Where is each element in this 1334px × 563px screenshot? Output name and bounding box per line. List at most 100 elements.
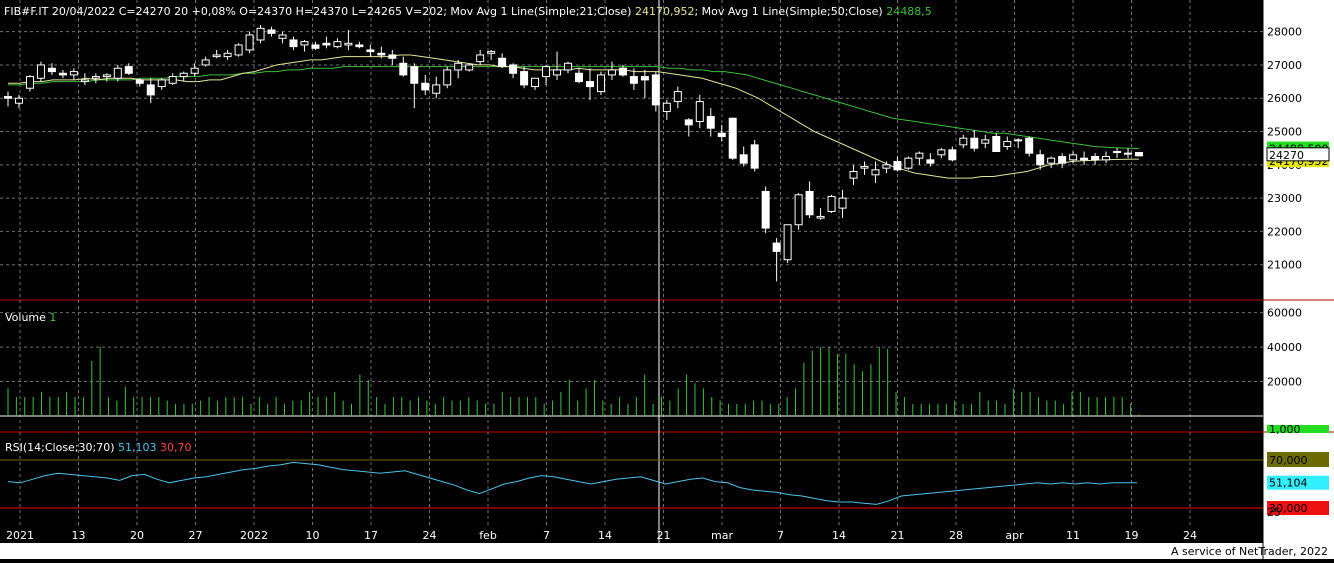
- rsi-lower-tag-bg: [1267, 501, 1329, 515]
- candle-up: [542, 66, 551, 78]
- time-tick-label: 11: [1066, 529, 1080, 542]
- time-tick-label: feb: [479, 529, 497, 542]
- rsi-levels: 30,70: [160, 441, 192, 454]
- candle-up: [662, 102, 671, 113]
- candle-down: [322, 42, 331, 46]
- candle-up: [454, 62, 463, 71]
- ma50-line: [8, 66, 1140, 150]
- candle-up: [157, 79, 166, 88]
- candle-down: [706, 116, 715, 129]
- candle-up: [14, 97, 23, 104]
- candle-up: [1014, 139, 1023, 142]
- candle-up: [1113, 151, 1122, 154]
- time-tick-label: 21: [657, 529, 671, 542]
- candle-up: [91, 76, 100, 79]
- candle-up: [465, 64, 474, 71]
- candle-up: [531, 77, 540, 88]
- candle-up: [432, 84, 441, 94]
- candle-up: [245, 34, 254, 51]
- candle-down: [893, 160, 902, 171]
- time-tick-label: 17: [364, 529, 378, 542]
- rsi-lower-tag: 30,000: [1269, 502, 1308, 515]
- rsi-value: 51,103: [118, 441, 157, 454]
- time-tick-label: 7: [543, 529, 550, 542]
- volume-bars: [7, 347, 1140, 416]
- rsi-tick-label: 25: [1267, 506, 1281, 519]
- candle-down: [388, 54, 397, 59]
- candle-down: [509, 64, 518, 74]
- rsi-value-tag: 51,104: [1269, 477, 1308, 490]
- candle-down: [574, 72, 583, 83]
- time-tick-label: 14: [832, 529, 846, 542]
- candle-up: [36, 64, 45, 79]
- time-tick-label: 2022: [240, 529, 268, 542]
- last-price-tag-bg: [1266, 147, 1330, 162]
- rsi-upper-tag: 70,000: [1269, 454, 1308, 467]
- candle-up: [564, 62, 573, 71]
- candle-down: [970, 137, 979, 149]
- candle-up: [212, 54, 221, 58]
- candle-up: [487, 51, 496, 54]
- candle-up: [1003, 141, 1012, 148]
- candle-down: [267, 29, 276, 34]
- candle-up: [113, 67, 122, 79]
- candle-up: [278, 34, 287, 39]
- volume-tick-label: 60000: [1267, 307, 1302, 320]
- candle-down: [1080, 157, 1089, 161]
- candle-up: [1124, 152, 1133, 155]
- time-tick-label: 21: [891, 529, 905, 542]
- volume-title: Volume: [5, 311, 46, 324]
- volume-tick-label: 40000: [1267, 341, 1302, 354]
- candle-up: [695, 101, 704, 123]
- candle-up: [223, 52, 232, 58]
- candle-up: [783, 224, 792, 261]
- candle-up: [794, 194, 803, 226]
- price-tick-label: 28000: [1267, 26, 1302, 39]
- volume-tick-label: 20000: [1267, 376, 1302, 389]
- candle-down: [992, 136, 1001, 153]
- time-tick-label: 24: [423, 529, 437, 542]
- candle-up: [871, 169, 880, 176]
- footer-credit: A service of NetTrader, 2022: [1171, 545, 1328, 558]
- candle-down: [926, 159, 935, 164]
- candle-down: [135, 79, 144, 84]
- candle-down: [761, 190, 770, 229]
- rsi-line: [7, 461, 1137, 505]
- ma50-value: 24488,5: [886, 5, 932, 18]
- candle-down: [377, 52, 386, 56]
- candle-up: [553, 69, 562, 76]
- time-tick-label: 27: [189, 529, 203, 542]
- candle-up: [476, 54, 485, 63]
- candle-down: [739, 154, 748, 164]
- candle-down: [728, 117, 737, 159]
- rsi-title: RSI(14;Close;30;70): [5, 441, 115, 454]
- candle-up: [981, 139, 990, 144]
- candle-up: [673, 91, 682, 103]
- candle-down: [410, 66, 419, 84]
- chart-header: FIB#F.IT 20/04/2022 C=24270 20 +0,08% O=…: [4, 5, 932, 18]
- candle-down: [1135, 152, 1143, 157]
- candle-down: [520, 71, 529, 86]
- candle-down: [640, 76, 649, 81]
- candle-down: [585, 81, 594, 88]
- candle-up: [596, 74, 605, 93]
- candle-down: [146, 84, 155, 96]
- candle-up: [860, 165, 869, 169]
- ma21-line: [8, 54, 1140, 179]
- candle-down: [618, 67, 627, 76]
- candle-up: [102, 74, 111, 78]
- price-tick-label: 22000: [1267, 225, 1302, 238]
- candle-down: [651, 74, 660, 106]
- time-tick-label: 20: [130, 529, 144, 542]
- candle-down: [629, 76, 638, 84]
- candle-down: [1058, 156, 1067, 164]
- candle-down: [498, 57, 507, 68]
- candle-up: [168, 76, 177, 84]
- footer-bar: [0, 543, 1334, 559]
- rsi-upper-tag-bg: [1267, 452, 1329, 467]
- candle-down: [289, 39, 298, 48]
- candle-up: [344, 42, 353, 46]
